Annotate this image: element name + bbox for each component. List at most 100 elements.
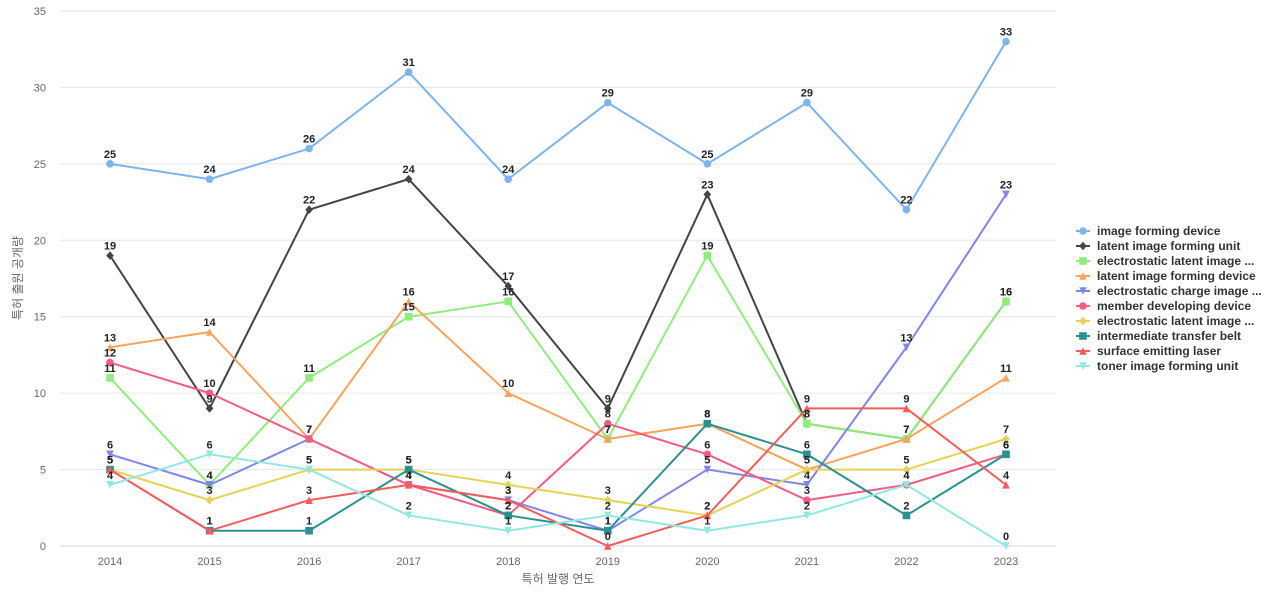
data-label: 8 bbox=[605, 409, 611, 421]
legend-symbol bbox=[1079, 241, 1087, 251]
x-tick-label: 2020 bbox=[695, 556, 719, 568]
data-label: 3 bbox=[206, 485, 212, 497]
legend-symbol bbox=[1079, 257, 1087, 265]
data-point bbox=[902, 465, 911, 474]
data-label: 19 bbox=[701, 241, 713, 253]
data-label: 5 bbox=[406, 455, 412, 467]
data-point bbox=[404, 312, 413, 321]
data-point bbox=[703, 419, 712, 428]
data-label: 3 bbox=[505, 485, 511, 497]
data-point bbox=[803, 511, 811, 520]
data-point bbox=[106, 374, 114, 382]
data-point bbox=[703, 511, 712, 520]
data-label: 0 bbox=[605, 531, 611, 543]
data-point bbox=[205, 526, 214, 535]
legend-item-label: electrostatic latent image ... bbox=[1097, 254, 1254, 268]
data-label: 9 bbox=[605, 393, 611, 405]
data-label: 5 bbox=[107, 455, 113, 467]
data-label: 1 bbox=[206, 516, 212, 528]
data-point bbox=[404, 174, 413, 184]
data-label: 16 bbox=[1000, 286, 1012, 298]
data-point bbox=[1002, 190, 1010, 199]
data-point bbox=[603, 98, 612, 107]
data-point bbox=[106, 465, 114, 474]
data-label: 26 bbox=[303, 134, 315, 146]
legend-symbol bbox=[1079, 227, 1087, 235]
legend-symbol bbox=[1079, 362, 1087, 370]
data-point bbox=[504, 511, 513, 520]
data-point bbox=[504, 389, 513, 397]
data-point bbox=[803, 419, 811, 428]
data-point bbox=[1002, 481, 1010, 489]
data-point bbox=[404, 511, 413, 520]
data-label: 24 bbox=[502, 164, 515, 176]
data-label: 5 bbox=[804, 455, 810, 467]
data-label: 5 bbox=[107, 455, 113, 467]
legend-item-label: member developing device bbox=[1097, 299, 1251, 313]
data-label: 4 bbox=[206, 470, 213, 482]
data-label: 11 bbox=[1000, 363, 1012, 375]
y-tick-label: 15 bbox=[34, 312, 46, 324]
data-point bbox=[703, 251, 712, 260]
data-label: 4 bbox=[107, 470, 114, 482]
data-label: 4 bbox=[206, 470, 213, 482]
data-point bbox=[603, 511, 612, 520]
series-line bbox=[109, 300, 1007, 471]
data-label: 3 bbox=[804, 485, 810, 497]
data-point bbox=[603, 495, 612, 505]
data-point bbox=[603, 526, 612, 535]
legend-symbol bbox=[1079, 332, 1087, 340]
data-label: 8 bbox=[804, 409, 810, 421]
data-label: 24 bbox=[203, 164, 216, 176]
data-point bbox=[703, 450, 712, 459]
data-label: 7 bbox=[1003, 424, 1009, 436]
data-label: 13 bbox=[104, 332, 116, 344]
data-point bbox=[703, 526, 712, 535]
data-point bbox=[902, 511, 911, 520]
data-point bbox=[205, 481, 214, 489]
legend-item-label: intermediate transfer belt bbox=[1097, 329, 1241, 343]
data-label: 4 bbox=[406, 470, 413, 482]
y-tick-label: 0 bbox=[40, 541, 46, 553]
data-label: 6 bbox=[107, 439, 113, 451]
data-point bbox=[205, 328, 214, 336]
data-point bbox=[803, 465, 811, 474]
data-label: 7 bbox=[306, 424, 312, 436]
x-tick-label: 2019 bbox=[596, 556, 620, 568]
series-line bbox=[109, 453, 1007, 547]
data-point bbox=[803, 98, 811, 107]
data-label: 10 bbox=[203, 378, 215, 390]
data-label: 11 bbox=[104, 363, 116, 375]
data-point bbox=[205, 175, 214, 183]
legend-item-label: electrostatic charge image ... bbox=[1097, 284, 1262, 298]
data-label: 1 bbox=[505, 516, 511, 528]
data-label: 8 bbox=[704, 409, 710, 421]
legend-symbol bbox=[1079, 316, 1087, 326]
y-tick-label: 30 bbox=[34, 82, 46, 94]
data-point bbox=[305, 526, 313, 535]
data-point bbox=[603, 542, 612, 550]
data-point bbox=[205, 450, 214, 459]
data-point bbox=[1002, 37, 1010, 46]
data-label: 7 bbox=[903, 424, 909, 436]
data-label: 5 bbox=[406, 455, 412, 467]
data-label: 1 bbox=[306, 516, 312, 528]
data-label: 13 bbox=[900, 332, 912, 344]
data-label: 9 bbox=[206, 393, 212, 405]
series-group bbox=[106, 37, 1010, 550]
legend-item-label: image forming device bbox=[1097, 224, 1221, 238]
data-label: 8 bbox=[704, 409, 710, 421]
data-point bbox=[603, 419, 612, 428]
data-label: 15 bbox=[403, 302, 415, 314]
data-label: 5 bbox=[804, 455, 810, 467]
data-label: 2 bbox=[903, 500, 909, 512]
data-label: 6 bbox=[1003, 439, 1009, 451]
data-point bbox=[504, 281, 513, 291]
data-label: 2 bbox=[505, 500, 511, 512]
data-label: 16 bbox=[403, 286, 415, 298]
data-point bbox=[106, 160, 114, 168]
data-label: 6 bbox=[804, 439, 810, 451]
data-label: 23 bbox=[701, 179, 713, 191]
